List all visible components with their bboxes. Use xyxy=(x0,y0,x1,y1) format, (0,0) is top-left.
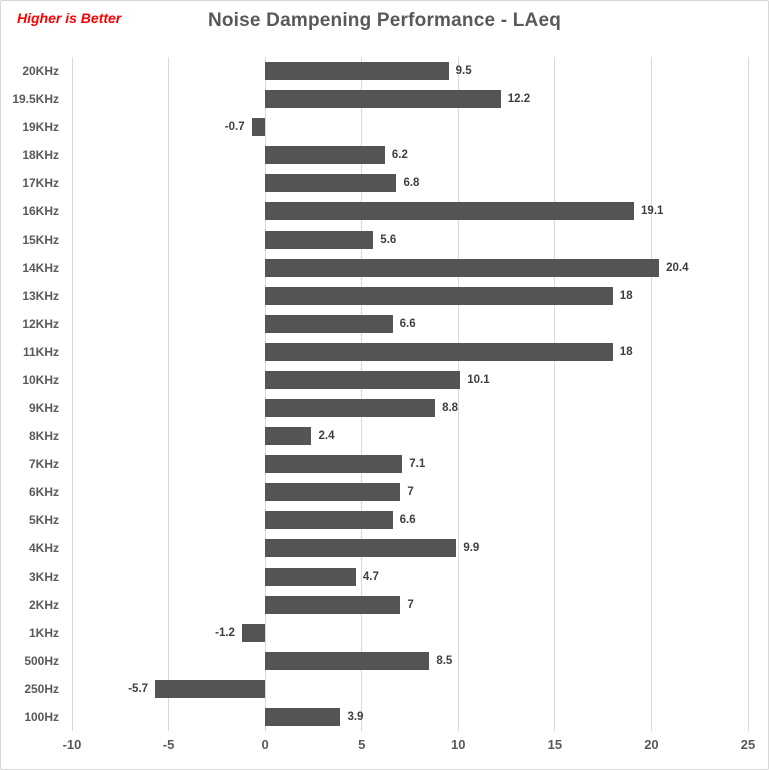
category-label-250hz: 250Hz xyxy=(24,681,59,696)
bar-8khz[interactable] xyxy=(265,427,312,446)
value-label: 7 xyxy=(407,598,414,611)
x-axis-labels: -10 -5 0 5 10 15 20 25 xyxy=(63,734,756,756)
category-label-16khz: 16KHz xyxy=(22,204,59,219)
value-label: 6.6 xyxy=(399,317,416,330)
gridline xyxy=(650,57,652,731)
category-label-19_5khz: 19.5KHz xyxy=(12,92,59,107)
value-label: 6.2 xyxy=(391,149,408,162)
x-tick-label: 10 xyxy=(451,737,466,752)
category-label-11khz: 11KHz xyxy=(22,344,59,359)
bar-15khz[interactable] xyxy=(265,230,374,249)
category-label-4khz: 4KHz xyxy=(28,541,59,556)
x-tick-label: 20 xyxy=(644,737,659,752)
category-label-8khz: 8KHz xyxy=(28,429,59,444)
bar-4khz[interactable] xyxy=(265,539,457,558)
x-tick-label: 25 xyxy=(740,737,756,752)
category-label-100hz: 100Hz xyxy=(24,709,59,724)
gridline xyxy=(747,57,749,731)
bar-20khz[interactable] xyxy=(265,62,449,81)
value-label: 18 xyxy=(619,345,633,358)
bar-3khz[interactable] xyxy=(265,567,356,586)
category-label-18khz: 18KHz xyxy=(22,148,59,163)
x-tick-label: 5 xyxy=(358,737,366,752)
gridline xyxy=(168,57,170,731)
bar-500hz[interactable] xyxy=(265,651,430,670)
category-label-500hz: 500Hz xyxy=(24,653,59,668)
bar-19_5khz[interactable] xyxy=(265,90,501,109)
category-label-20khz: 20KHz xyxy=(22,64,59,78)
value-label: 20.4 xyxy=(666,261,689,274)
value-label: 18 xyxy=(619,289,633,302)
value-label: 2.4 xyxy=(318,430,335,443)
bar-14khz[interactable] xyxy=(265,258,660,277)
value-label: 8.8 xyxy=(442,402,459,414)
bar-100hz[interactable] xyxy=(265,707,341,726)
value-label: -5.7 xyxy=(128,682,149,695)
bar-5khz[interactable] xyxy=(265,511,393,530)
value-label: 6.8 xyxy=(403,177,420,190)
category-label-7khz: 7KHz xyxy=(28,457,59,472)
bar-19khz[interactable] xyxy=(251,118,266,137)
category-label-2khz: 2KHz xyxy=(28,597,59,612)
value-label: -0.7 xyxy=(224,121,245,134)
value-label: 8.5 xyxy=(436,654,453,667)
bar-17khz[interactable] xyxy=(265,174,397,193)
value-label: 3.9 xyxy=(347,710,364,723)
bar-16khz[interactable] xyxy=(265,202,635,221)
bar-1khz[interactable] xyxy=(241,623,266,642)
value-label: 9.9 xyxy=(463,542,480,555)
value-label: 6.6 xyxy=(399,514,416,527)
gridline xyxy=(554,57,556,731)
plot-area: 9.5 12.2 -0.7 6.2 6.8 19.1 5.6 20.4 18 6.6 18 10.1 8… xyxy=(71,57,749,731)
y-axis-labels: 20KHz 19.5KHz 19KHz 18KHz 17KHz 16KHz 15KHz 14K… xyxy=(1,57,59,731)
category-label-5khz: 5KHz xyxy=(28,513,59,528)
bar-7khz[interactable] xyxy=(265,455,403,474)
bar-13khz[interactable] xyxy=(265,286,613,305)
category-label-13khz: 13KHz xyxy=(22,288,59,303)
x-tick-label: 15 xyxy=(547,737,563,752)
x-tick-label: 0 xyxy=(261,737,269,752)
bar-10khz[interactable] xyxy=(265,370,461,389)
bar-2khz[interactable] xyxy=(265,595,401,614)
bar-11khz[interactable] xyxy=(265,342,613,361)
category-label-19khz: 19KHz xyxy=(22,120,59,135)
value-label: 19.1 xyxy=(641,205,664,218)
chart-title: Noise Dampening Performance - LAeq xyxy=(207,10,562,31)
value-label: 7 xyxy=(407,486,414,499)
bar-9khz[interactable] xyxy=(265,399,436,418)
category-label-6khz: 6KHz xyxy=(28,485,59,500)
category-label-12khz: 12KHz xyxy=(22,316,59,331)
category-label-14khz: 14KHz xyxy=(22,260,59,275)
value-label: 4.7 xyxy=(362,570,379,583)
category-label-1khz: 1KHz xyxy=(28,625,59,640)
category-label-10khz: 10KHz xyxy=(22,372,59,387)
gridline xyxy=(71,57,73,731)
value-label: 5.6 xyxy=(380,233,397,246)
bar-6khz[interactable] xyxy=(265,483,401,502)
category-label-3khz: 3KHz xyxy=(28,569,59,584)
category-label-15khz: 15KHz xyxy=(22,232,59,247)
higher-is-better-annotation: Higher is Better xyxy=(17,10,122,26)
value-label: -1.2 xyxy=(215,626,235,639)
x-tick-label: -10 xyxy=(62,737,82,752)
bar-250hz[interactable] xyxy=(155,679,266,698)
category-label-9khz: 9KHz xyxy=(28,401,59,415)
value-label: 12.2 xyxy=(507,93,531,106)
category-label-17khz: 17KHz xyxy=(22,176,59,191)
value-label: 9.5 xyxy=(455,65,472,77)
bar-12khz[interactable] xyxy=(265,314,393,333)
value-label: 7.1 xyxy=(409,458,426,471)
bar-18khz[interactable] xyxy=(265,146,385,165)
value-label: 10.1 xyxy=(467,373,490,386)
x-tick-label: -5 xyxy=(162,737,175,752)
